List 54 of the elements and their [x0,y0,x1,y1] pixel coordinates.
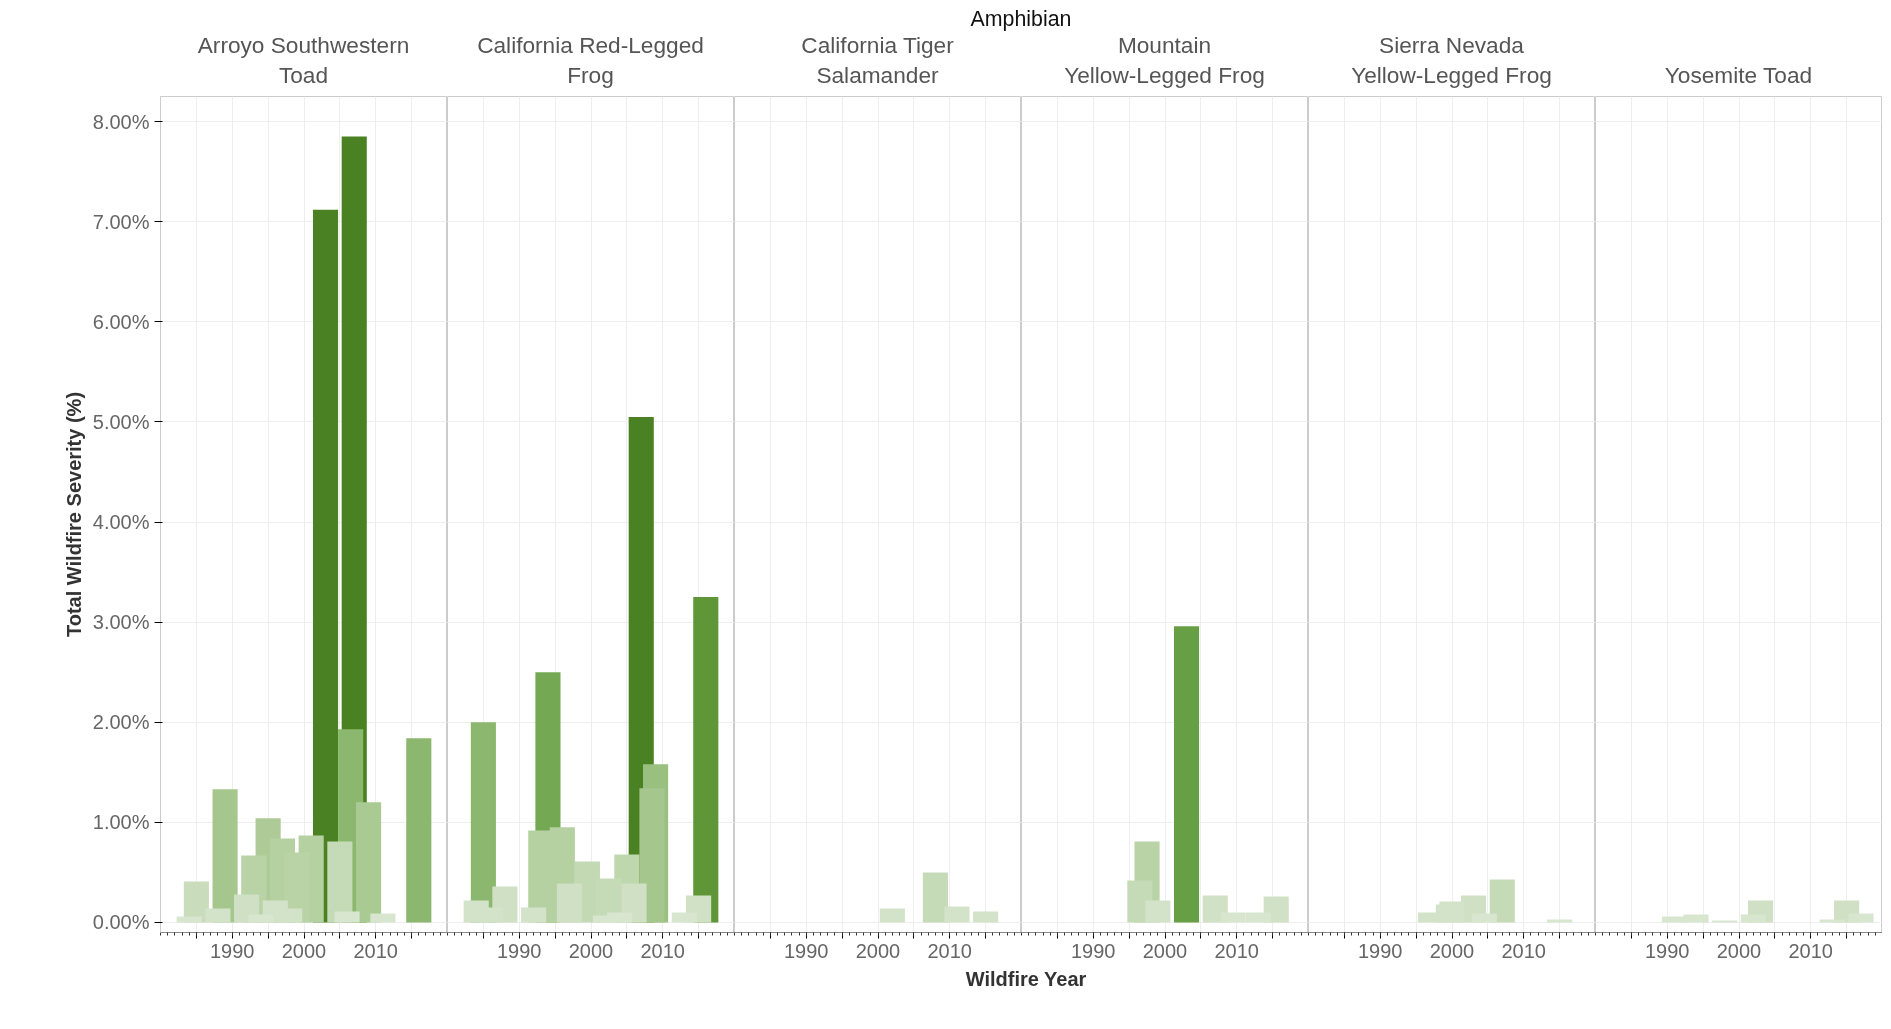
bar [1489,879,1515,923]
y-axis-title: Total Wildfire Severity (%) [62,391,85,638]
bar [693,597,719,923]
bar [922,872,948,923]
bar [639,788,665,923]
bar [879,908,905,923]
chart-title: Yosemite Toad [1664,60,1813,90]
chart-title: California Tiger Salamander [801,31,954,90]
x-tick-label: 2000 [1429,939,1475,962]
x-tick-label: 1990 [210,939,255,962]
x-tick-label: 2000 [281,939,327,962]
bar [1712,920,1738,923]
x-tick-label: 2010 [1788,939,1833,962]
x-tick-label: 2010 [353,939,398,962]
bar [1145,900,1171,923]
y-tick-label: 5.00% [92,410,150,433]
y-tick-label: 4.00% [92,511,150,534]
x-tick-label: 2010 [640,939,685,962]
x-tick-label: 2000 [568,939,614,962]
y-tick-label: 0.00% [92,911,150,934]
bar [406,738,432,923]
chart-title: Mountain Yellow-Legged Frog [1064,31,1265,90]
x-tick-label: 2000 [855,939,901,962]
bar [1547,919,1573,923]
bar [1173,626,1200,923]
y-tick-label: 8.00% [92,110,150,133]
bar [556,883,583,923]
y-tick-label: 1.00% [92,811,150,834]
bar [356,802,382,923]
y-tick-label: 7.00% [92,210,150,233]
bar [973,911,999,923]
bar [944,906,970,923]
chart-subtitle: Amphibian [970,6,1072,33]
bar [176,916,202,923]
y-tick-label: 2.00% [92,711,150,734]
x-tick-label: 2010 [927,939,972,962]
y-tick-label: 3.00% [92,611,150,634]
x-tick-label: 1990 [784,939,829,962]
x-tick-label: 2010 [1501,939,1546,962]
x-tick-label: 1990 [1358,939,1403,962]
x-tick-label: 1990 [497,939,542,962]
chart-title: Arroyo Southwestern Toad [197,31,410,90]
x-tick-label: 2000 [1142,939,1188,962]
x-tick-label: 1990 [1071,939,1116,962]
bar [521,907,547,923]
x-axis-title: Wildfire Year [965,967,1087,992]
x-tick-label: 1990 [1645,939,1690,962]
chart-title: Sierra Nevada Yellow-Legged Frog [1351,31,1552,90]
bar [370,913,396,923]
chart-title: California Red-Legged Frog [477,31,704,90]
bar [334,911,360,923]
x-tick-label: 2000 [1716,939,1762,962]
y-tick-label: 6.00% [92,310,150,333]
x-tick-label: 2010 [1214,939,1259,962]
